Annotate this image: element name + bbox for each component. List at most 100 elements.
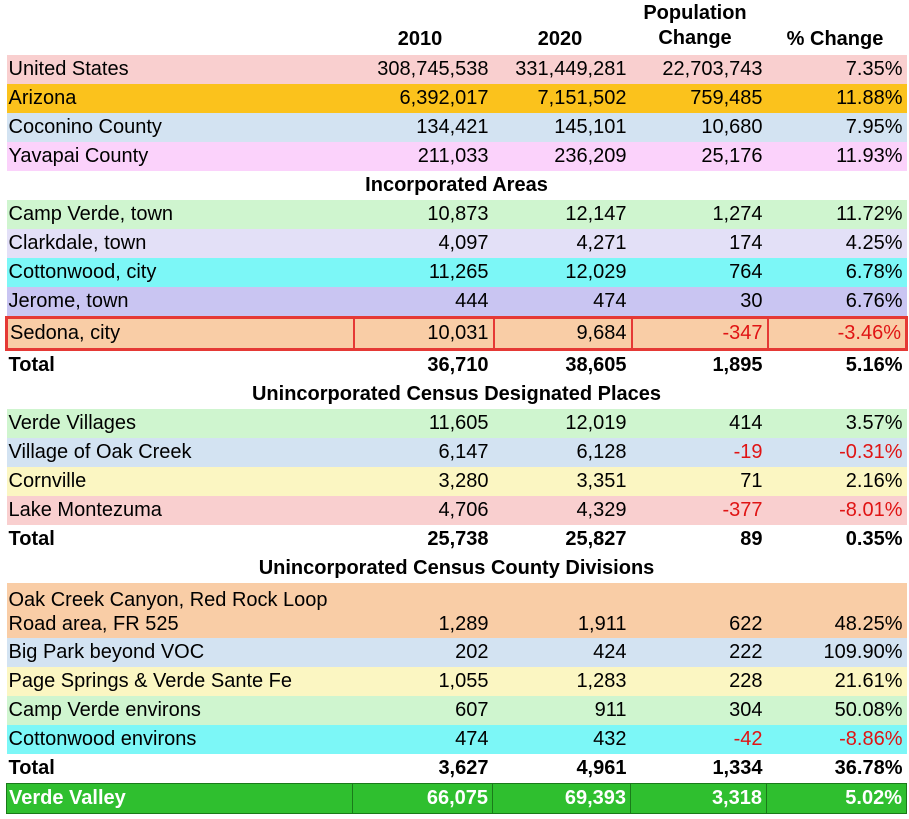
cell-percent-change: 5.02% (766, 783, 907, 814)
cell-2020: 69,393 (492, 783, 631, 814)
table-row: Coconino County 134,421 145,101 10,680 7.95% (6, 113, 907, 142)
cell-population-change: 89 (630, 525, 767, 554)
cell-population-change: 174 (630, 229, 767, 258)
cell-percent-change: 0.35% (766, 525, 907, 554)
table-row: Oak Creek Canyon, Red Rock Loop Road are… (6, 583, 907, 638)
header-population-change: Population Change (625, 1, 765, 51)
table-row: Jerome, town 444 474 30 6.76% (6, 287, 907, 318)
cell-population-change: 228 (630, 667, 767, 696)
header-population-change-line2: Change (658, 27, 732, 49)
header-2020: 2020 (537, 28, 583, 50)
header-2010: 2010 (397, 28, 443, 50)
table-row: Verde Villages 11,605 12,019 414 3.57% (6, 409, 907, 438)
cell-2010: 202 (352, 638, 493, 667)
cell-population-change: -377 (630, 496, 767, 525)
cell-2020: 12,147 (492, 200, 631, 229)
header-percent-change: % Change (786, 28, 884, 50)
cell-percent-change: 36.78% (766, 754, 907, 784)
table-row: Cottonwood environs 474 432 -42 -8.86% (6, 725, 907, 754)
table-row: Arizona 6,392,017 7,151,502 759,485 11.88% (6, 84, 907, 113)
row-name: Page Springs & Verde Sante Fe (6, 667, 353, 696)
cell-2020: 9,684 (492, 316, 631, 351)
row-name: Cottonwood, city (6, 258, 353, 287)
cell-2010: 444 (352, 287, 493, 318)
cell-2010: 11,265 (352, 258, 493, 287)
row-name: Cornville (6, 467, 353, 496)
cell-2020: 25,827 (492, 525, 631, 554)
cell-population-change: 30 (630, 287, 767, 318)
row-name: United States (6, 55, 353, 84)
cell-2010: 10,873 (352, 200, 493, 229)
table-header: 2010 2020 Population Change % Change (0, 0, 909, 55)
cell-2010: 3,627 (352, 754, 493, 784)
cell-2020: 12,029 (492, 258, 631, 287)
cell-percent-change: 4.25% (766, 229, 907, 258)
cell-percent-change: 50.08% (766, 696, 907, 725)
cell-population-change: 304 (630, 696, 767, 725)
table-row: Big Park beyond VOC 202 424 222 109.90% (6, 638, 907, 667)
total-row: Total 36,710 38,605 1,895 5.16% (6, 349, 907, 380)
cell-population-change: 759,485 (630, 84, 767, 113)
cell-2020: 4,271 (492, 229, 631, 258)
cell-2020: 236,209 (492, 142, 631, 171)
row-name: Verde Valley (6, 783, 353, 814)
row-name: Big Park beyond VOC (6, 638, 353, 667)
cell-2010: 308,745,538 (352, 55, 493, 84)
population-table-body: United States 308,745,538 331,449,281 22,70… (5, 55, 908, 814)
table-row: Village of Oak Creek 6,147 6,128 -19 -0.31% (6, 438, 907, 467)
cell-population-change: 414 (630, 409, 767, 438)
cell-percent-change: 3.57% (766, 409, 907, 438)
cell-percent-change: -3.46% (766, 316, 908, 351)
cell-percent-change: 2.16% (766, 467, 907, 496)
cell-percent-change: 48.25% (766, 583, 907, 638)
row-name: Village of Oak Creek (6, 438, 353, 467)
cell-2010: 25,738 (352, 525, 493, 554)
table-row: United States 308,745,538 331,449,281 22,70… (6, 55, 907, 84)
cell-2020: 7,151,502 (492, 84, 631, 113)
cell-percent-change: 5.16% (766, 349, 907, 380)
table-row: Clarkdale, town 4,097 4,271 174 4.25% (6, 229, 907, 258)
cell-2020: 145,101 (492, 113, 631, 142)
cell-population-change: 25,176 (630, 142, 767, 171)
cell-population-change: -19 (630, 438, 767, 467)
cell-population-change: 622 (630, 583, 767, 638)
section-title: Unincorporated Census Designated Places (6, 380, 907, 409)
section-header-row: Unincorporated Census Designated Places (6, 380, 907, 409)
cell-2020: 432 (492, 725, 631, 754)
cell-percent-change: 11.93% (766, 142, 907, 171)
cell-population-change: 1,895 (630, 349, 767, 380)
population-table: United States 308,745,538 331,449,281 22,70… (5, 55, 908, 814)
row-name: Total (6, 525, 353, 554)
cell-percent-change: -8.01% (766, 496, 907, 525)
grand-total-row: Verde Valley 66,075 69,393 3,318 5.02% (6, 783, 907, 814)
cell-2010: 1,055 (352, 667, 493, 696)
cell-percent-change: -8.86% (766, 725, 907, 754)
row-name: Camp Verde environs (6, 696, 353, 725)
cell-2020: 424 (492, 638, 631, 667)
row-name: Total (6, 754, 353, 784)
cell-2020: 331,449,281 (492, 55, 631, 84)
cell-2010: 6,147 (352, 438, 493, 467)
cell-2020: 4,961 (492, 754, 631, 784)
cell-2020: 1,911 (492, 583, 631, 638)
section-header-row: Incorporated Areas (6, 171, 907, 200)
cell-percent-change: 11.88% (766, 84, 907, 113)
table-row: Page Springs & Verde Sante Fe 1,055 1,283 2… (6, 667, 907, 696)
row-name: Jerome, town (6, 287, 353, 318)
section-title: Unincorporated Census County Divisions (6, 554, 907, 583)
row-name: Arizona (6, 84, 353, 113)
table-row: Lake Montezuma 4,706 4,329 -377 -8.01% (6, 496, 907, 525)
table-row: Cottonwood, city 11,265 12,029 764 6.78% (6, 258, 907, 287)
header-population-change-line1: Population (643, 2, 747, 24)
total-row: Total 25,738 25,827 89 0.35% (6, 525, 907, 554)
highlighted-row: Sedona, city 10,031 9,684 -347 -3.46% (5, 316, 908, 351)
row-name: Oak Creek Canyon, Red Rock Loop Road are… (6, 583, 353, 638)
cell-population-change: 22,703,743 (630, 55, 767, 84)
table-row: Camp Verde environs 607 911 304 50.08% (6, 696, 907, 725)
cell-population-change: 71 (630, 467, 767, 496)
cell-population-change: 3,318 (630, 783, 767, 814)
cell-percent-change: 7.35% (766, 55, 907, 84)
row-name: Cottonwood environs (6, 725, 353, 754)
cell-2020: 3,351 (492, 467, 631, 496)
